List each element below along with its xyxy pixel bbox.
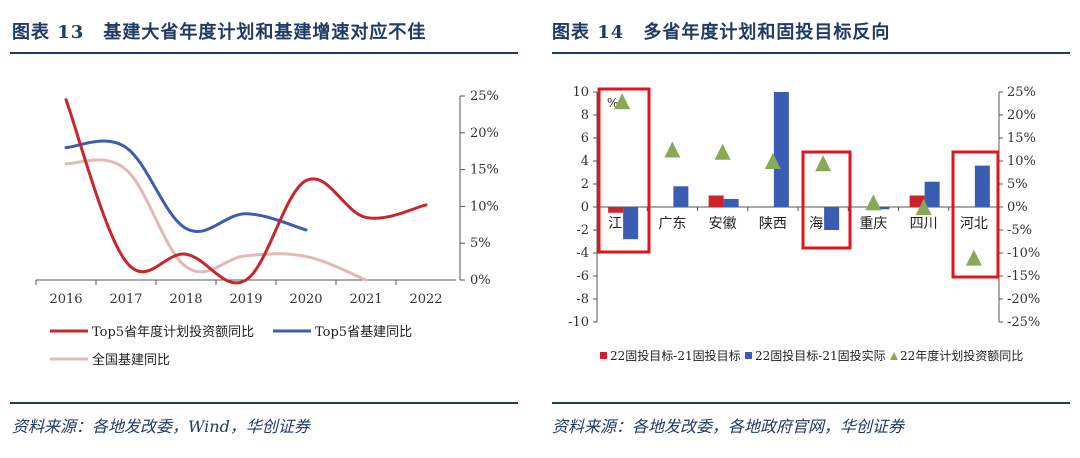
left-y-tick-label: 10 xyxy=(572,85,589,100)
right-title-rule xyxy=(552,52,1070,54)
bar-series-2 xyxy=(723,198,739,207)
legend-swatch-2 xyxy=(745,352,752,359)
percent-label: % xyxy=(607,96,618,110)
x-tick-label: 2016 xyxy=(49,292,82,307)
right-y-tick-label: -10% xyxy=(1007,246,1040,261)
right-y-tick-label: 0% xyxy=(1007,200,1028,215)
y-tick-label: 25% xyxy=(470,89,499,104)
triangle-marker xyxy=(764,153,781,169)
triangle-marker xyxy=(714,143,731,160)
triangle-marker xyxy=(965,249,982,266)
category-label: 安徽 xyxy=(709,216,737,232)
left-y-tick-label: -6 xyxy=(576,269,589,284)
bar-series-2 xyxy=(623,207,639,240)
left-source: 资料来源：各地发改委，Wind，华创证券 xyxy=(12,417,310,436)
category-label: 广东 xyxy=(658,216,686,232)
bar-series-1 xyxy=(909,195,925,207)
bar-series-2 xyxy=(824,207,840,230)
left-bottom-rule xyxy=(10,402,518,404)
triangle-marker xyxy=(664,141,681,158)
y-tick-label: 10% xyxy=(470,199,499,214)
x-tick-label: 2021 xyxy=(349,292,382,307)
bar-series-2 xyxy=(974,165,990,207)
legend-label-1: 22固投目标-21固投目标 xyxy=(610,348,741,363)
highlight-box xyxy=(951,150,1000,279)
left-y-tick-label: 8 xyxy=(581,108,589,123)
bar-series-1 xyxy=(608,207,624,213)
triangle-marker xyxy=(815,155,832,172)
right-y-tick-label: 10% xyxy=(1007,154,1036,169)
highlight-box xyxy=(597,87,651,254)
category-label: 陕西 xyxy=(759,216,787,232)
x-tick-label: 2022 xyxy=(409,292,442,307)
left-panel-title: 图表 13 基建大省年度计划和基建增速对应不佳 xyxy=(12,22,427,43)
legend-label-3: 22年度计划投资额同比 xyxy=(900,348,1023,363)
category-label: 河北 xyxy=(960,216,988,232)
series-line-3 xyxy=(64,158,368,282)
right-y-tick-label: -15% xyxy=(1007,269,1040,284)
right-chart: 10 8 6 4 2 0 -2 -4 -6 -8 -10 25% 20% 15% 10% 5% 0% -5% -10… xyxy=(568,85,1040,363)
highlight-box xyxy=(801,150,852,250)
triangle-marker xyxy=(915,199,932,215)
bar-series-2 xyxy=(673,186,689,207)
left-y-tick-label: -2 xyxy=(576,223,589,238)
bar-series-1 xyxy=(708,195,724,207)
legend-label-1: Top5省年度计划投资额同比 xyxy=(92,324,254,340)
y-tick-label: 0% xyxy=(470,273,491,288)
category-label: 重庆 xyxy=(859,216,887,232)
left-y-tick-label: 2 xyxy=(581,177,589,192)
legend-label-3: 全国基建同比 xyxy=(92,352,170,368)
x-tick-label: 2018 xyxy=(169,292,202,307)
left-y-tick-label: -10 xyxy=(568,315,589,330)
legend-label-2: Top5省基建同比 xyxy=(315,325,412,340)
right-y-tick-label: -20% xyxy=(1007,292,1040,307)
y-tick-label: 5% xyxy=(470,236,491,251)
legend-swatch-1 xyxy=(600,352,607,359)
bar-series-2 xyxy=(924,181,940,207)
bar-series-2 xyxy=(773,92,789,207)
right-source: 资料来源：各地发改委，各地政府官网，华创证券 xyxy=(552,417,905,436)
series-line-2 xyxy=(64,139,308,233)
left-y-tick-label: 6 xyxy=(581,131,589,146)
left-chart: 2016 2017 2018 2019 2020 2021 2022 25% 20% 15% 10%… xyxy=(35,89,499,368)
right-y-tick-label: 25% xyxy=(1007,85,1036,100)
x-tick-label: 2019 xyxy=(229,292,262,307)
x-tick-label: 2020 xyxy=(289,292,322,307)
right-y-tick-label: 5% xyxy=(1007,177,1028,192)
left-y-tick-label: 4 xyxy=(581,154,589,169)
left-title-rule xyxy=(10,52,518,54)
left-y-tick-label: -8 xyxy=(576,292,589,307)
right-panel-title: 图表 14 多省年度计划和固投目标反向 xyxy=(552,22,891,43)
legend-label-2: 22固投目标-21固投实际 xyxy=(755,348,886,363)
left-y-tick-label: 0 xyxy=(581,200,589,215)
left-y-tick-label: -4 xyxy=(576,246,589,261)
right-y-tick-label: 20% xyxy=(1007,108,1036,123)
y-tick-label: 20% xyxy=(470,126,499,141)
legend-swatch-3 xyxy=(890,352,898,360)
triangle-marker xyxy=(865,194,882,211)
bar-series-2 xyxy=(874,207,890,210)
triangle-marker xyxy=(614,93,631,110)
right-bottom-rule xyxy=(552,402,1070,404)
right-y-tick-label: 15% xyxy=(1007,131,1036,146)
right-y-tick-label: -5% xyxy=(1007,223,1032,238)
y-tick-label: 15% xyxy=(470,163,499,178)
series-line-1 xyxy=(64,98,428,285)
category-label: 四川 xyxy=(910,216,938,232)
right-y-tick-label: -25% xyxy=(1007,315,1040,330)
x-tick-label: 2017 xyxy=(109,292,142,307)
